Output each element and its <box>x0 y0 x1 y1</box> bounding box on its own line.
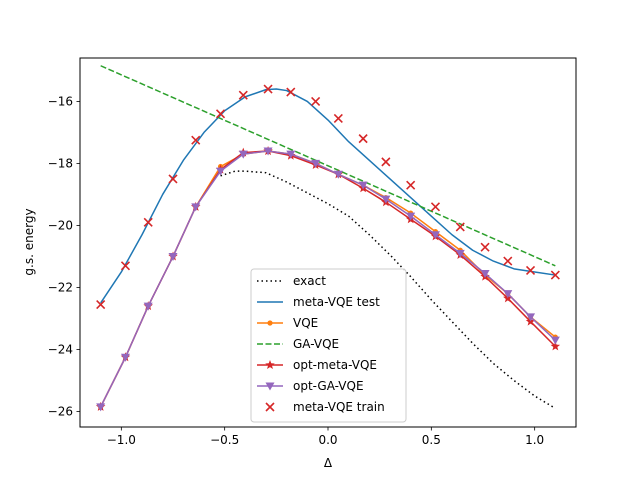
meta-vqe-train-point <box>168 174 178 184</box>
meta-vqe-train-point <box>550 270 560 280</box>
y-tick-label: −26 <box>48 405 73 419</box>
legend-frame <box>250 268 407 423</box>
opt-ga-vqe-point <box>96 403 106 412</box>
meta-vqe-train-point <box>455 222 465 232</box>
meta-vqe-test-line <box>100 88 556 304</box>
series-meta-vqe-train <box>96 84 560 310</box>
x-tick-label: 1.0 <box>525 433 544 447</box>
opt-ga-vqe-point <box>455 249 465 258</box>
x-axis-label: Δ <box>324 456 333 470</box>
opt-ga-vqe-point <box>191 203 201 212</box>
meta-vqe-train-point <box>263 84 273 94</box>
opt-ga-vqe-point <box>550 336 560 345</box>
legend-label: opt-meta-VQE <box>293 358 377 372</box>
meta-vqe-train-point <box>143 217 153 227</box>
legend-entry-meta-vqe-train: meta-VQE train <box>265 400 385 414</box>
opt-ga-vqe-point <box>168 252 178 261</box>
legend-entry-opt-ga-vqe: opt-GA-VQE <box>257 379 364 393</box>
series-ga-vqe <box>100 65 556 267</box>
meta-vqe-train-point <box>430 202 441 212</box>
opt-ga-vqe-point <box>238 150 248 159</box>
meta-vqe-train-point <box>333 113 343 124</box>
meta-vqe-train-point <box>238 90 248 100</box>
opt-ga-vqe-point <box>311 159 321 168</box>
series-meta-vqe-test <box>100 88 556 304</box>
y-tick-label: −22 <box>48 281 73 295</box>
meta-vqe-train-point <box>480 242 490 252</box>
meta-vqe-train-point <box>120 261 131 271</box>
opt-ga-vqe-point <box>263 147 273 156</box>
legend-marker <box>265 402 275 412</box>
legend-label: VQE <box>293 316 318 330</box>
opt-ga-vqe-point <box>381 195 391 204</box>
x-tick-label: −1.0 <box>107 433 136 447</box>
opt-ga-vqe-point <box>526 313 536 322</box>
legend-marker <box>265 382 275 391</box>
legend-marker <box>267 320 273 326</box>
legend-entry-exact: exact <box>257 274 326 288</box>
opt-ga-vqe-point <box>216 167 226 176</box>
x-axis-ticks: −1.0 −0.5 0.0 0.5 1.0 <box>107 427 544 447</box>
legend-label: GA-VQE <box>293 337 339 351</box>
opt-ga-vqe-point <box>120 353 130 362</box>
meta-vqe-train-point <box>525 265 536 275</box>
x-tick-label: 0.5 <box>422 433 441 447</box>
legend: exact meta-VQE test VQE GA-VQE opt-meta-VQE o… <box>250 268 407 423</box>
meta-vqe-train-point <box>286 87 296 97</box>
y-tick-label: −16 <box>48 95 73 109</box>
opt-ga-vqe-point <box>406 212 416 221</box>
meta-vqe-train-point <box>96 299 106 310</box>
plot-layer <box>95 65 561 412</box>
legend-label: meta-VQE train <box>293 400 385 414</box>
legend-label: meta-VQE test <box>293 295 380 309</box>
legend-marker <box>265 360 275 370</box>
opt-ga-vqe-point <box>333 170 343 179</box>
meta-vqe-train-point <box>191 135 201 145</box>
legend-label: exact <box>293 274 326 288</box>
y-tick-label: −24 <box>48 343 73 357</box>
series-opt-ga-vqe <box>96 147 560 412</box>
opt-ga-vqe-point <box>480 270 490 279</box>
legend-entry-opt-meta-vqe: opt-meta-VQE <box>257 358 377 372</box>
legend-entry-meta-vqe-test: meta-VQE test <box>257 295 380 309</box>
meta-vqe-train-point <box>215 109 226 119</box>
legend-entry-vqe: VQE <box>257 316 318 330</box>
y-axis-label: g.s. energy <box>22 208 36 275</box>
opt-ga-vqe-point <box>143 302 153 311</box>
opt-ga-vqe-point <box>503 290 513 299</box>
y-tick-label: −18 <box>48 157 73 171</box>
meta-vqe-train-point <box>358 134 368 144</box>
y-tick-label: −20 <box>48 219 73 233</box>
ga-vqe-line <box>100 65 556 267</box>
x-tick-label: −0.5 <box>210 433 239 447</box>
legend-entry-ga-vqe: GA-VQE <box>257 337 339 351</box>
opt-ga-vqe-point <box>430 231 440 240</box>
y-axis-ticks: −26 −24 −22 −20 −18 −16 <box>48 95 80 419</box>
plot-area <box>95 65 561 412</box>
meta-vqe-train-point <box>311 96 321 106</box>
meta-vqe-train-point <box>406 180 416 190</box>
opt-meta-vqe-point <box>550 341 561 351</box>
legend-label: opt-GA-VQE <box>293 379 364 393</box>
opt-ga-vqe-point <box>358 181 368 190</box>
opt-ga-vqe-point <box>286 150 296 159</box>
meta-vqe-train-point <box>381 157 391 167</box>
x-tick-label: 0.0 <box>318 433 337 447</box>
meta-vqe-train-point <box>503 256 513 266</box>
